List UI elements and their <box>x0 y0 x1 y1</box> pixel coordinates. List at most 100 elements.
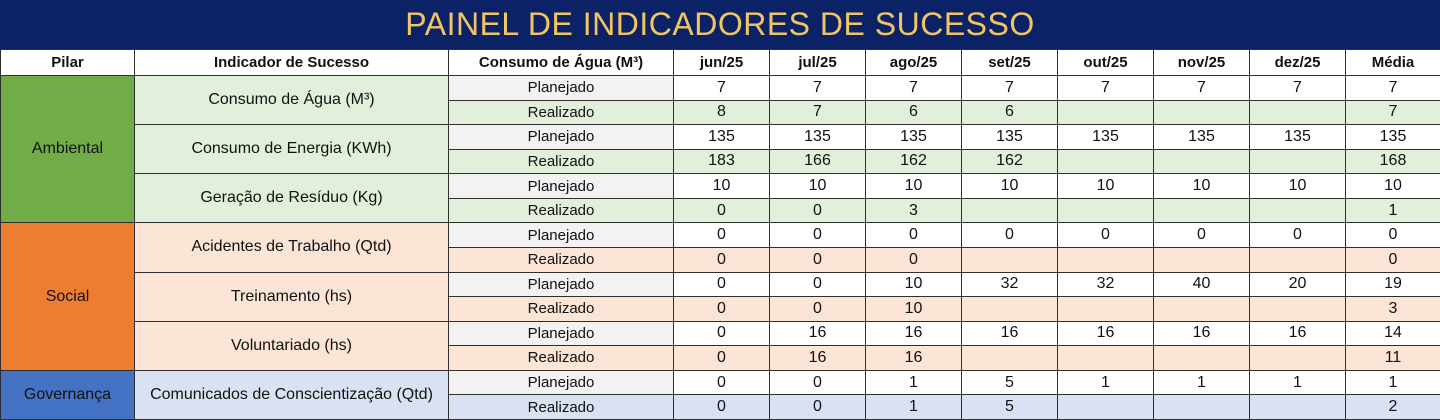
realizado-label: Realizado <box>448 148 674 175</box>
value-cell <box>1249 345 1346 371</box>
value-cell: 6 <box>961 99 1058 126</box>
value-cell <box>1153 99 1250 126</box>
value-cell: 10 <box>1057 173 1154 199</box>
value-cell <box>1153 394 1250 420</box>
pillar-cell-social: Social <box>0 222 135 371</box>
header-month: jul/25 <box>769 49 866 76</box>
header-month: jun/25 <box>673 49 770 76</box>
media-cell: 1 <box>1345 369 1440 396</box>
value-cell: 0 <box>769 296 866 322</box>
value-cell: 183 <box>673 148 770 175</box>
value-cell <box>1057 345 1154 371</box>
header-media: Média <box>1345 49 1440 76</box>
value-cell <box>1153 197 1250 224</box>
value-cell: 16 <box>961 320 1058 347</box>
table-row: Realizado 0 0 1 5 2 <box>1 394 1440 420</box>
media-cell: 10 <box>1345 173 1440 199</box>
value-cell <box>961 296 1058 322</box>
indicator-name: Consumo de Energia (KWh) <box>134 124 449 175</box>
value-cell: 135 <box>673 124 770 150</box>
value-cell: 135 <box>865 124 962 150</box>
value-cell: 10 <box>769 173 866 199</box>
value-cell: 7 <box>1249 75 1346 101</box>
value-cell <box>1249 296 1346 322</box>
header-pilar: Pilar <box>0 49 135 76</box>
value-cell: 10 <box>1153 173 1250 199</box>
value-cell: 10 <box>865 296 962 322</box>
value-cell <box>1057 296 1154 322</box>
value-cell: 162 <box>961 148 1058 175</box>
value-cell: 0 <box>673 296 770 322</box>
indicator-name: Acidentes de Trabalho (Qtd) <box>134 222 449 273</box>
value-cell <box>1249 197 1346 224</box>
value-cell: 7 <box>769 75 866 101</box>
value-cell <box>1057 246 1154 273</box>
value-cell: 16 <box>1057 320 1154 347</box>
value-cell: 16 <box>865 320 962 347</box>
value-cell: 135 <box>1153 124 1250 150</box>
table-row: Realizado 0 0 0 0 <box>1 246 1440 273</box>
value-cell: 0 <box>1153 222 1250 248</box>
media-cell: 7 <box>1345 99 1440 126</box>
table-row: Ambiental Consumo de Água (M³) Planejado 7 7… <box>0 74 1440 224</box>
table-row: Treinamento (hs) Planejado 0 0 10 32 32 40 20 19 <box>1 271 1440 322</box>
table-row: Voluntariado (hs) Planejado 0 16 16 16 16 16 16 1… <box>1 320 1440 371</box>
value-cell: 0 <box>865 246 962 273</box>
value-cell: 3 <box>865 197 962 224</box>
realizado-label: Realizado <box>448 296 674 322</box>
planejado-label: Planejado <box>448 173 674 199</box>
value-cell <box>1249 394 1346 420</box>
realizado-label: Realizado <box>448 394 674 420</box>
value-cell: 1 <box>865 369 962 396</box>
value-cell: 162 <box>865 148 962 175</box>
value-cell: 0 <box>769 222 866 248</box>
header-month: set/25 <box>961 49 1058 76</box>
pillar-cell-ambiental: Ambiental <box>0 74 135 224</box>
media-cell: 2 <box>1345 394 1440 420</box>
table-row: Realizado 0 16 16 11 <box>1 345 1440 371</box>
realizado-label: Realizado <box>448 197 674 224</box>
value-cell: 1 <box>1057 369 1154 396</box>
value-cell: 0 <box>865 222 962 248</box>
value-cell: 40 <box>1153 271 1250 298</box>
indicator-name: Consumo de Água (M³) <box>134 74 449 126</box>
value-cell: 10 <box>961 173 1058 199</box>
table-row: Geração de Resíduo (Kg) Planejado 10 10 10 10… <box>1 173 1440 224</box>
value-cell: 0 <box>673 197 770 224</box>
value-cell: 7 <box>769 99 866 126</box>
media-cell: 1 <box>1345 197 1440 224</box>
value-cell: 0 <box>1057 222 1154 248</box>
header-month: out/25 <box>1057 49 1154 76</box>
value-cell: 16 <box>1249 320 1346 347</box>
value-cell: 8 <box>673 99 770 126</box>
dashboard-title: PAINEL DE INDICADORES DE SUCESSO <box>0 0 1440 49</box>
header-month: dez/25 <box>1249 49 1346 76</box>
value-cell: 0 <box>673 369 770 396</box>
value-cell: 16 <box>1153 320 1250 347</box>
indicator-name: Comunicados de Conscientização (Qtd) <box>134 369 449 420</box>
value-cell <box>961 246 1058 273</box>
table-row: Consumo de Energia (KWh) Planejado 135 135 1… <box>1 124 1440 175</box>
value-cell: 7 <box>865 75 962 101</box>
value-cell: 10 <box>1249 173 1346 199</box>
indicator-name: Treinamento (hs) <box>134 271 449 322</box>
media-cell: 0 <box>1345 246 1440 273</box>
planejado-label: Planejado <box>448 75 674 101</box>
planejado-label: Planejado <box>448 320 674 347</box>
value-cell: 135 <box>1249 124 1346 150</box>
planejado-label: Planejado <box>448 369 674 396</box>
realizado-label: Realizado <box>448 345 674 371</box>
header-indicador: Indicador de Sucesso <box>134 49 449 76</box>
value-cell: 16 <box>865 345 962 371</box>
value-cell <box>1153 148 1250 175</box>
value-cell: 10 <box>865 173 962 199</box>
indicator-name: Geração de Resíduo (Kg) <box>134 173 449 224</box>
value-cell: 135 <box>1057 124 1154 150</box>
value-cell: 5 <box>961 394 1058 420</box>
media-cell: 168 <box>1345 148 1440 175</box>
value-cell <box>1057 197 1154 224</box>
realizado-label: Realizado <box>448 99 674 126</box>
value-cell <box>1057 148 1154 175</box>
value-cell: 0 <box>673 345 770 371</box>
value-cell: 7 <box>1153 75 1250 101</box>
